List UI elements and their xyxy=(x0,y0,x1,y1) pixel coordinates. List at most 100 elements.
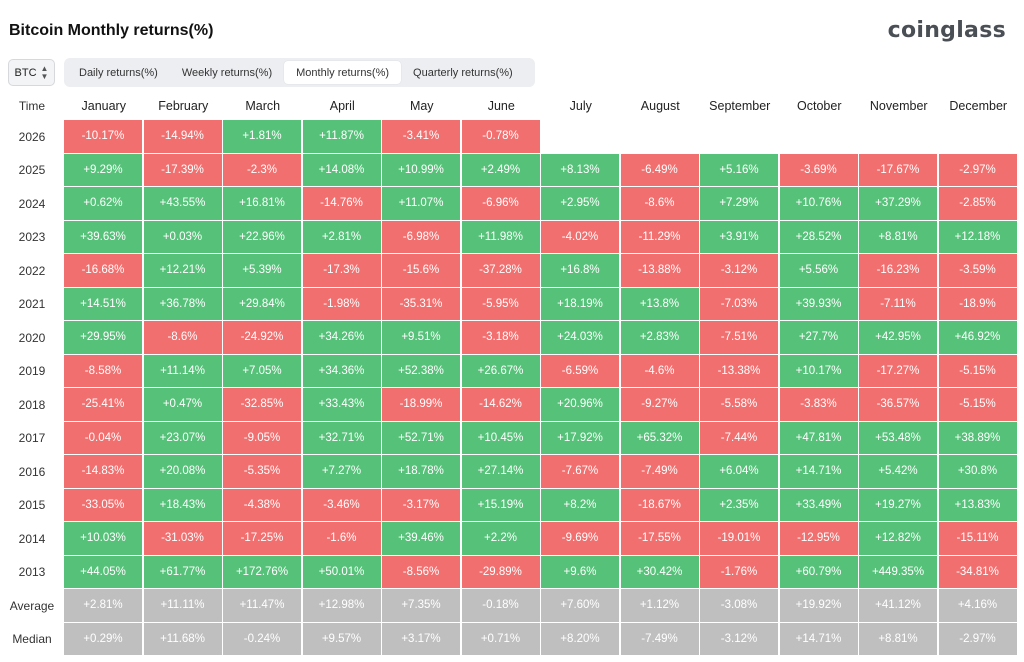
tab-weekly-returns[interactable]: Weekly returns(%) xyxy=(181,66,273,79)
return-cell: -8.56% xyxy=(382,555,461,589)
return-cell: -3.41% xyxy=(382,120,461,154)
return-cell: +8.2% xyxy=(541,488,620,522)
row-label: 2021 xyxy=(18,297,46,312)
month-column-header: May xyxy=(409,99,434,113)
return-cell: -14.76% xyxy=(302,187,382,221)
row-label: 2018 xyxy=(18,397,46,412)
return-cell: -1.98% xyxy=(302,287,382,321)
asset-select-value: BTC xyxy=(14,66,37,79)
return-cell: -2.97% xyxy=(938,622,1018,656)
return-cell: +27.7% xyxy=(779,321,859,355)
return-cell: -0.18% xyxy=(461,589,541,623)
return-cell: -14.62% xyxy=(461,388,541,422)
return-cell: +2.35% xyxy=(700,488,779,522)
return-cell: +5.16% xyxy=(700,153,779,187)
return-cell: +13.83% xyxy=(938,488,1018,522)
return-cell: -3.83% xyxy=(779,388,859,422)
return-cell: -3.12% xyxy=(700,622,779,656)
return-cell: -7.51% xyxy=(700,321,779,355)
return-cell: +61.77% xyxy=(143,555,223,589)
return-cell: -31.03% xyxy=(143,522,223,556)
table-row: 2014 +10.03% -31.03% -17.25% -1.6% +39.46% +2.… xyxy=(0,522,1024,556)
table-row: 2018 -25.41% +0.47% -32.85% +33.43% -18.99% -1… xyxy=(0,388,1024,422)
return-cell: +0.71% xyxy=(461,622,541,656)
return-cell: +9.57% xyxy=(302,622,382,656)
return-cell: +12.82% xyxy=(859,522,938,556)
month-column-header: October xyxy=(797,99,842,113)
return-cell: +33.43% xyxy=(302,388,382,422)
return-cell: +7.60% xyxy=(541,589,620,623)
return-cell: +10.45% xyxy=(461,421,541,455)
return-cell: -6.98% xyxy=(382,220,461,254)
return-cell: -7.03% xyxy=(700,287,779,321)
tab-monthly-returns[interactable]: Monthly returns(%) xyxy=(284,61,402,84)
return-cell: +14.08% xyxy=(302,153,382,187)
returns-tabs: Daily returns(%) Weekly returns(%) Month… xyxy=(64,58,535,87)
return-cell: +16.81% xyxy=(223,187,302,221)
return-cell: -17.27% xyxy=(859,354,938,388)
return-cell: +30.8% xyxy=(938,455,1018,489)
return-cell xyxy=(620,120,700,154)
return-cell: +4.16% xyxy=(938,589,1018,623)
return-cell: -9.05% xyxy=(223,421,302,455)
return-cell: -5.15% xyxy=(938,388,1018,422)
return-cell: +0.29% xyxy=(64,622,143,656)
return-cell: -3.08% xyxy=(700,589,779,623)
return-cell: +7.27% xyxy=(302,455,382,489)
return-cell: -17.3% xyxy=(302,254,382,288)
return-cell: +23.07% xyxy=(143,421,223,455)
month-column-header: June xyxy=(487,99,515,113)
return-cell: +172.76% xyxy=(223,555,302,589)
return-cell: -7.67% xyxy=(541,455,620,489)
return-cell: -8.58% xyxy=(64,354,143,388)
tab-daily-returns[interactable]: Daily returns(%) xyxy=(79,66,158,79)
return-cell: +3.91% xyxy=(700,220,779,254)
return-cell: -14.83% xyxy=(64,455,143,489)
return-cell: +28.52% xyxy=(779,220,859,254)
return-cell: +13.8% xyxy=(620,287,700,321)
return-cell: -3.17% xyxy=(382,488,461,522)
return-cell: +32.71% xyxy=(302,421,382,455)
month-column-header: July xyxy=(569,99,592,113)
return-cell: -9.69% xyxy=(541,522,620,556)
row-label: 2013 xyxy=(18,565,46,580)
return-cell xyxy=(859,120,938,154)
return-cell: -0.24% xyxy=(223,622,302,656)
return-cell: +20.96% xyxy=(541,388,620,422)
return-cell: +11.87% xyxy=(302,120,382,154)
return-cell: +52.71% xyxy=(382,421,461,455)
return-cell: +11.14% xyxy=(143,354,223,388)
table-row: 2024 +0.62% +43.55% +16.81% -14.76% +11.07% -6… xyxy=(0,187,1024,221)
asset-select[interactable]: BTC ▲ ▼ xyxy=(8,59,55,86)
row-label: 2014 xyxy=(18,531,46,546)
return-cell: +10.99% xyxy=(382,153,461,187)
row-label: Median xyxy=(12,632,52,647)
return-cell: +29.84% xyxy=(223,287,302,321)
table-row: 2020 +29.95% -8.6% -24.92% +34.26% +9.51% -3.1… xyxy=(0,321,1024,355)
return-cell: +47.81% xyxy=(779,421,859,455)
return-cell: +52.38% xyxy=(382,354,461,388)
table-row: 2022 -16.68% +12.21% +5.39% -17.3% -15.6% -37.… xyxy=(0,254,1024,288)
return-cell: +11.98% xyxy=(461,220,541,254)
return-cell: -1.6% xyxy=(302,522,382,556)
return-cell: -37.28% xyxy=(461,254,541,288)
return-cell: -2.3% xyxy=(223,153,302,187)
return-cell: +12.18% xyxy=(938,220,1018,254)
return-cell: -17.67% xyxy=(859,153,938,187)
return-cell: -2.85% xyxy=(938,187,1018,221)
return-cell: +0.62% xyxy=(64,187,143,221)
return-cell: +16.8% xyxy=(541,254,620,288)
return-cell: +5.39% xyxy=(223,254,302,288)
return-cell: +3.17% xyxy=(382,622,461,656)
return-cell: -13.38% xyxy=(700,354,779,388)
return-cell: +2.83% xyxy=(620,321,700,355)
tab-quarterly-returns[interactable]: Quarterly returns(%) xyxy=(413,66,513,79)
month-column-header: September xyxy=(709,99,771,113)
return-cell: +10.76% xyxy=(779,187,859,221)
return-cell: +60.79% xyxy=(779,555,859,589)
return-cell: -5.35% xyxy=(223,455,302,489)
return-cell: +26.67% xyxy=(461,354,541,388)
return-cell: +11.68% xyxy=(143,622,223,656)
return-cell: +2.81% xyxy=(64,589,143,623)
return-cell: +9.6% xyxy=(541,555,620,589)
